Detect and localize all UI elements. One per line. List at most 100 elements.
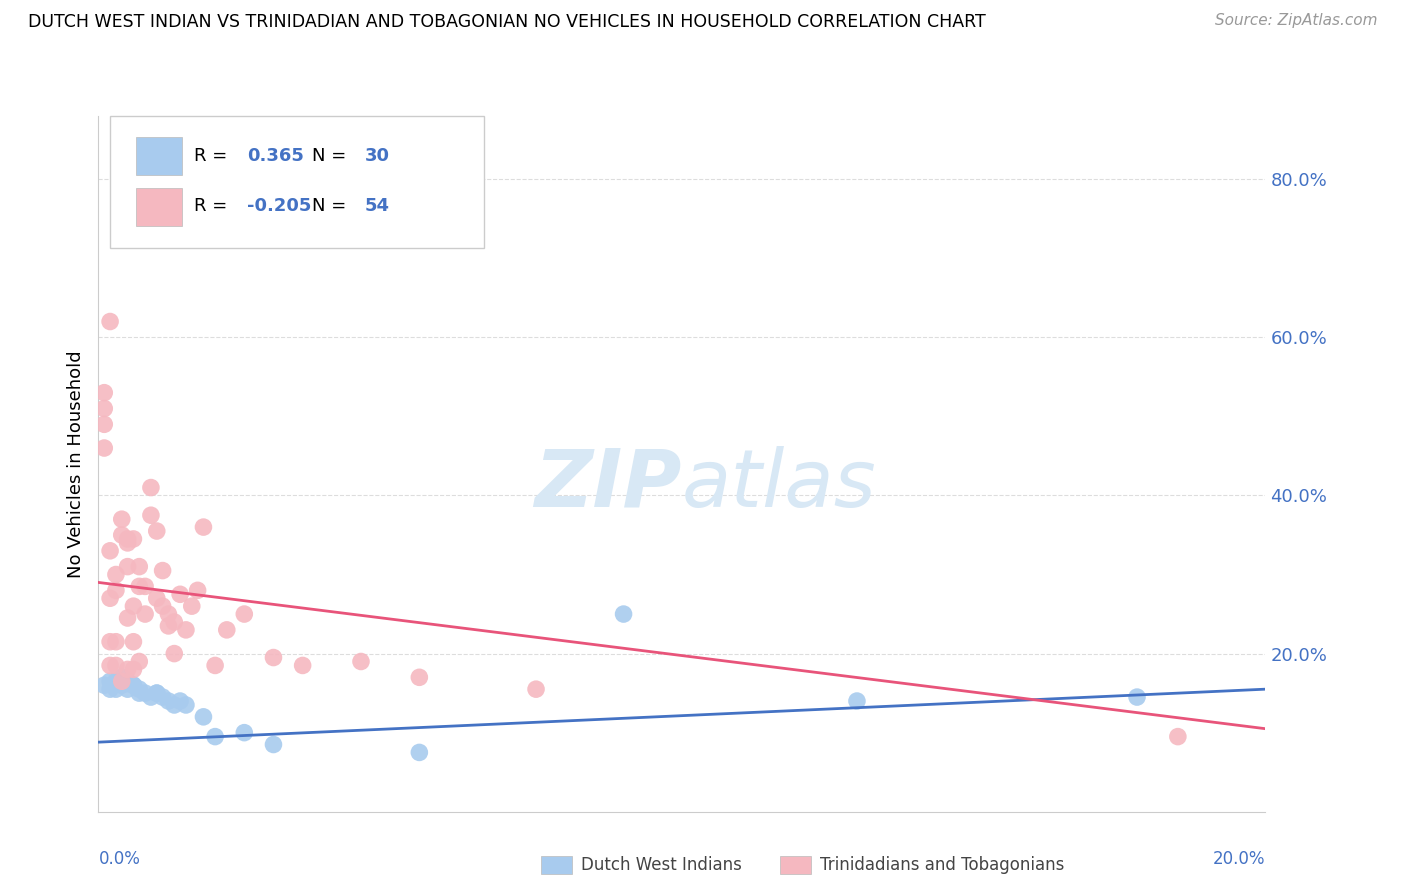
Point [180, 599, 202, 614]
Text: R =: R = [194, 146, 233, 165]
Point [128, 579, 150, 593]
Text: R =: R = [194, 197, 233, 215]
Point [117, 674, 139, 689]
Bar [136, 136, 183, 175]
Point [1126, 690, 1149, 704]
Point [93, 417, 115, 432]
Point [122, 678, 145, 692]
Point [233, 725, 256, 739]
Point [139, 690, 162, 704]
Point [204, 658, 226, 673]
Point [98, 674, 121, 689]
Point [98, 682, 121, 697]
Point [117, 532, 139, 546]
Point [157, 619, 180, 633]
Text: atlas: atlas [682, 446, 877, 524]
Point [139, 508, 162, 523]
Point [117, 611, 139, 625]
Text: N =: N = [312, 146, 352, 165]
Point [152, 564, 174, 578]
Point [152, 599, 174, 614]
Point [117, 559, 139, 574]
Point [111, 674, 134, 689]
Point [104, 634, 127, 648]
Point [117, 682, 139, 697]
Point [350, 655, 373, 669]
Point [187, 583, 209, 598]
Point [111, 678, 134, 692]
Text: DUTCH WEST INDIAN VS TRINIDADIAN AND TOBAGONIAN NO VEHICLES IN HOUSEHOLD CORRELA: DUTCH WEST INDIAN VS TRINIDADIAN AND TOB… [28, 13, 986, 31]
Point [111, 670, 134, 684]
Bar [136, 187, 183, 226]
FancyBboxPatch shape [110, 116, 484, 248]
Point [169, 587, 191, 601]
Point [104, 567, 127, 582]
Point [117, 662, 139, 676]
Point [111, 512, 134, 526]
Point [1167, 730, 1189, 744]
Point [157, 607, 180, 621]
Point [93, 678, 115, 692]
Point [98, 314, 121, 328]
Point [128, 682, 150, 697]
Point [128, 559, 150, 574]
Point [117, 536, 139, 550]
Text: 0.0%: 0.0% [98, 850, 141, 868]
Point [163, 647, 186, 661]
Point [408, 746, 430, 760]
Point [139, 481, 162, 495]
Point [134, 607, 156, 621]
Point [169, 694, 191, 708]
Text: Dutch West Indians: Dutch West Indians [581, 856, 741, 874]
Point [93, 385, 115, 400]
Point [146, 686, 169, 700]
Point [262, 650, 284, 665]
Point [104, 658, 127, 673]
Point [163, 615, 186, 629]
Point [612, 607, 634, 621]
Text: 54: 54 [364, 197, 389, 215]
Point [111, 528, 134, 542]
Point [93, 441, 115, 455]
Point [128, 655, 150, 669]
Point [134, 579, 156, 593]
Point [291, 658, 314, 673]
Point [128, 686, 150, 700]
Text: -0.205: -0.205 [246, 197, 311, 215]
Point [104, 674, 127, 689]
Text: Trinidadians and Tobagonians: Trinidadians and Tobagonians [820, 856, 1064, 874]
Text: 30: 30 [364, 146, 389, 165]
Point [104, 682, 127, 697]
Point [163, 698, 186, 712]
Point [122, 599, 145, 614]
Point [98, 634, 121, 648]
Point [122, 678, 145, 692]
Point [122, 532, 145, 546]
Point [122, 634, 145, 648]
Point [193, 710, 215, 724]
Point [98, 543, 121, 558]
Text: 20.0%: 20.0% [1213, 850, 1265, 868]
Text: N =: N = [312, 197, 352, 215]
Point [146, 686, 169, 700]
Point [845, 694, 868, 708]
Point [146, 524, 169, 538]
Point [98, 658, 121, 673]
Point [146, 591, 169, 606]
Point [193, 520, 215, 534]
Text: 0.365: 0.365 [246, 146, 304, 165]
Y-axis label: No Vehicles in Household: No Vehicles in Household [66, 350, 84, 578]
Point [174, 623, 197, 637]
Point [122, 662, 145, 676]
Point [134, 686, 156, 700]
Point [157, 694, 180, 708]
Point [408, 670, 430, 684]
Point [524, 682, 547, 697]
Point [233, 607, 256, 621]
Point [104, 583, 127, 598]
Point [152, 690, 174, 704]
Point [215, 623, 238, 637]
Point [204, 730, 226, 744]
Text: Source: ZipAtlas.com: Source: ZipAtlas.com [1215, 13, 1378, 29]
Point [262, 738, 284, 752]
